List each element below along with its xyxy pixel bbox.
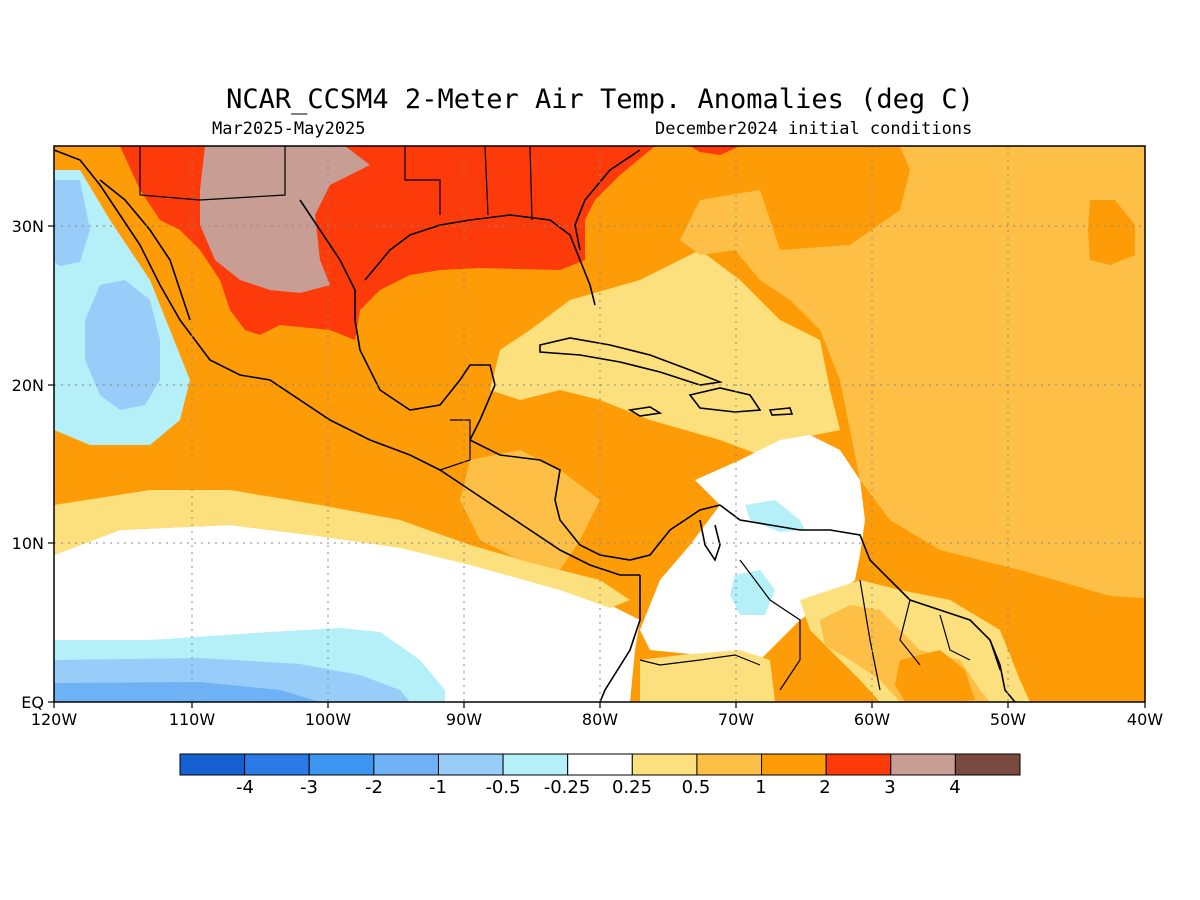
colorbar-swatch [825, 753, 892, 776]
colorbar-swatch [244, 753, 310, 776]
colorbar-label: 3 [884, 777, 896, 798]
colorbar-swatch [954, 753, 1021, 776]
colorbar-label: 0.5 [681, 777, 711, 798]
colorbar-swatch [696, 753, 763, 776]
colorbar-label: -1 [429, 777, 447, 798]
colorbar-swatch [437, 753, 504, 776]
lat-label-20n: 20N [11, 376, 44, 395]
lon-label-80w: 80W [581, 710, 619, 729]
lat-label-10n: 10N [11, 534, 44, 553]
colorbar-label: -4 [236, 777, 254, 798]
colorbar-label: -0.25 [543, 777, 591, 798]
lon-label-100w: 100W [304, 710, 352, 729]
colorbar-label: -0.5 [485, 777, 521, 798]
tick-marks [48, 225, 1146, 708]
colorbar-swatch [373, 753, 439, 776]
colorbar-swatch [631, 753, 698, 776]
lat-label-eq: EQ [21, 693, 44, 712]
lon-label-40w: 40W [1126, 710, 1164, 729]
colorbar-label: 1 [755, 777, 767, 798]
colorbar-label: 2 [819, 777, 831, 798]
colorbar-swatch [308, 753, 375, 776]
colorbar-swatch [761, 753, 827, 776]
colorbar-swatch [567, 753, 633, 776]
lon-label-50w: 50W [989, 710, 1027, 729]
colorbar-label: -2 [365, 777, 383, 798]
lon-label-70w: 70W [717, 710, 755, 729]
lon-label-110w: 110W [168, 710, 216, 729]
colorbar-swatch [502, 753, 569, 776]
colorbar-swatch [179, 753, 246, 776]
lon-label-120w: 120W [30, 710, 78, 729]
colorbar-label: -3 [300, 777, 318, 798]
colorbar-swatch [890, 753, 956, 776]
coastlines [54, 146, 1016, 702]
lon-label-90w: 90W [445, 710, 483, 729]
grid-lines [54, 146, 1145, 702]
colorbar-label: 4 [949, 777, 961, 798]
initial-conditions: December2024 initial conditions [655, 119, 973, 139]
anomaly-shading [54, 146, 1145, 702]
lon-label-60w: 60W [853, 710, 891, 729]
colorbar-label: 0.25 [611, 777, 653, 798]
map-title: NCAR_CCSM4 2-Meter Air Temp. Anomalies (… [226, 84, 974, 115]
lat-label-30n: 30N [11, 217, 44, 236]
forecast-period: Mar2025-May2025 [212, 119, 366, 139]
colorbar [179, 753, 1021, 776]
